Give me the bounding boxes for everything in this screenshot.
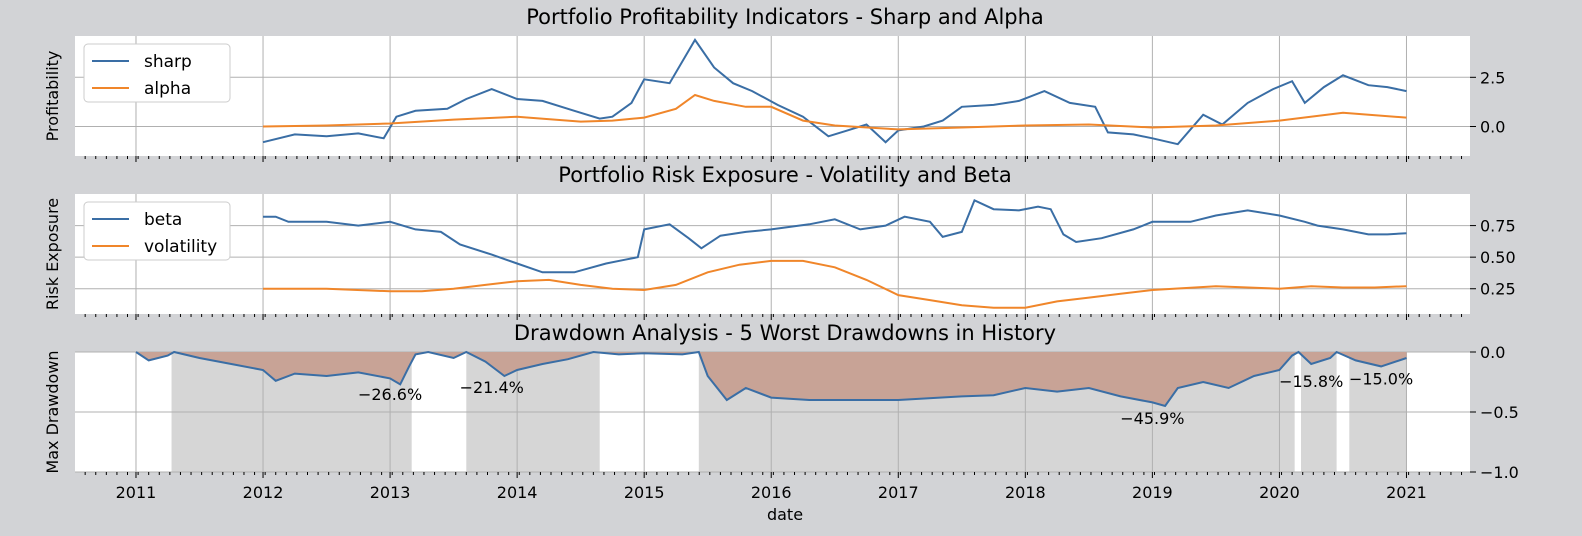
series-line-beta <box>263 198 1407 274</box>
y-tick-label: 0.75 <box>1480 217 1516 236</box>
x-tick-label: 2017 <box>878 483 919 502</box>
x-tick-label: 2021 <box>1386 483 1427 502</box>
y-tick-label: 0.0 <box>1480 343 1505 362</box>
x-axis-label: date <box>767 505 803 524</box>
x-tick-label: 2020 <box>1259 483 1300 502</box>
drawdown-annotation: −15.8% <box>1279 372 1343 391</box>
x-tick-label: 2018 <box>1005 483 1046 502</box>
drawdown-area <box>135 352 1407 406</box>
y-tick-label: −1.0 <box>1480 463 1519 482</box>
y-tick-label: 0.50 <box>1480 248 1516 267</box>
x-tick-label: 2014 <box>497 483 538 502</box>
panel-3 <box>75 350 1476 478</box>
y-tick-label: 0.25 <box>1480 280 1516 299</box>
x-tick-label: 2015 <box>624 483 665 502</box>
series-line-volatility <box>263 259 1407 309</box>
drawdown-annotation: −45.9% <box>1120 409 1184 428</box>
legend-label-volatility: volatility <box>144 237 217 257</box>
panel-2 <box>75 194 1476 320</box>
x-tick-label: 2011 <box>116 483 157 502</box>
panel-title: Portfolio Risk Exposure - Volatility and… <box>558 163 1011 187</box>
y-axis-label: Max Drawdown <box>43 350 62 473</box>
x-tick-label: 2012 <box>243 483 284 502</box>
panel-title: Drawdown Analysis - 5 Worst Drawdowns in… <box>514 321 1056 345</box>
y-axis-label: Profitability <box>43 51 62 142</box>
x-tick-label: 2013 <box>370 483 411 502</box>
y-axis-label: Risk Exposure <box>43 198 62 310</box>
x-tick-label: 2019 <box>1132 483 1173 502</box>
x-tick-label: 2016 <box>751 483 792 502</box>
y-tick-label: 0.0 <box>1480 117 1505 136</box>
panel-title: Portfolio Profitability Indicators - Sha… <box>526 5 1044 29</box>
drawdown-annotation: −26.6% <box>358 385 422 404</box>
panel-1 <box>75 36 1476 162</box>
drawdown-annotation: −15.0% <box>1349 369 1413 388</box>
y-tick-label: −0.5 <box>1480 403 1519 422</box>
drawdown-line <box>135 350 1407 408</box>
legend-label-alpha: alpha <box>144 79 191 99</box>
y-tick-label: 2.5 <box>1480 68 1505 87</box>
legend-label-sharp: sharp <box>144 52 192 72</box>
drawdown-annotation: −21.4% <box>460 378 524 397</box>
legend-label-beta: beta <box>144 210 182 230</box>
series-line-alpha <box>262 93 1407 131</box>
plot-area <box>75 194 1470 314</box>
